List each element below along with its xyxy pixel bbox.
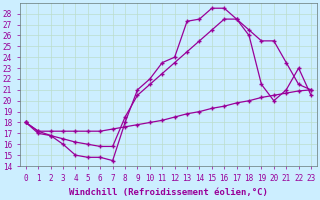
X-axis label: Windchill (Refroidissement éolien,°C): Windchill (Refroidissement éolien,°C)	[69, 188, 268, 197]
